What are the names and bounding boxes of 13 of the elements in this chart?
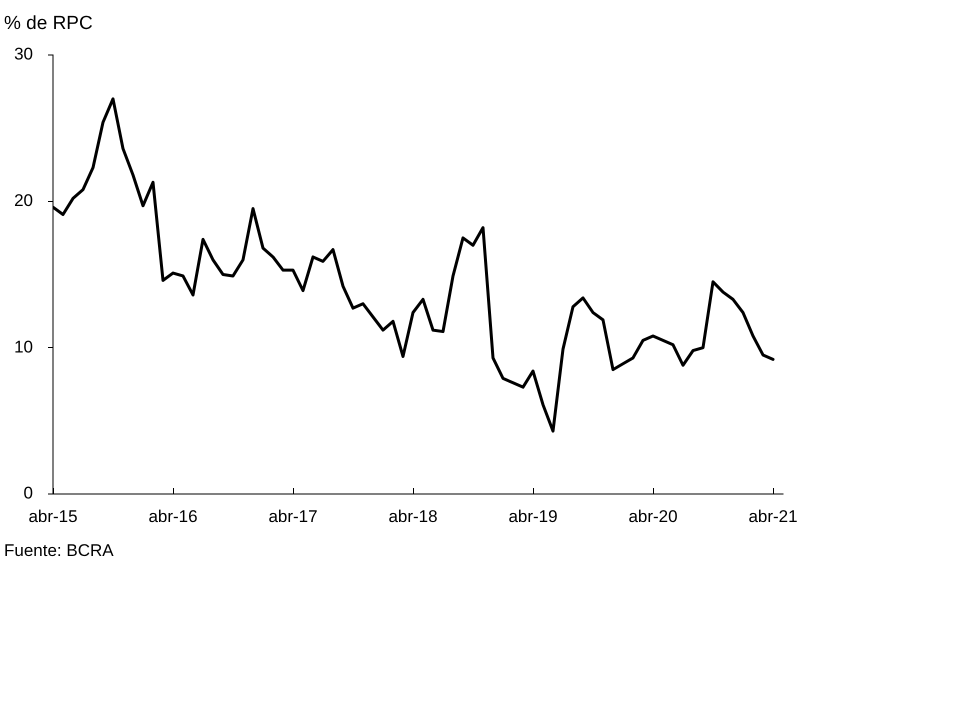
x-tick-label: abr-21 <box>748 506 798 526</box>
y-tick-label: 10 <box>14 337 33 356</box>
x-tick-label: abr-19 <box>508 506 558 526</box>
x-tick-label: abr-18 <box>388 506 438 526</box>
x-tick-label: abr-16 <box>148 506 198 526</box>
source-note: Fuente: BCRA <box>4 541 114 561</box>
y-tick-label: 30 <box>14 44 33 64</box>
x-tick-label: abr-15 <box>28 506 78 526</box>
x-tick-label: abr-20 <box>628 506 678 526</box>
y-tick-label: 0 <box>24 484 33 503</box>
y-tick-label: 20 <box>14 191 33 210</box>
x-tick-label: abr-17 <box>268 506 318 526</box>
y-axis-title: % de RPC <box>4 13 93 35</box>
